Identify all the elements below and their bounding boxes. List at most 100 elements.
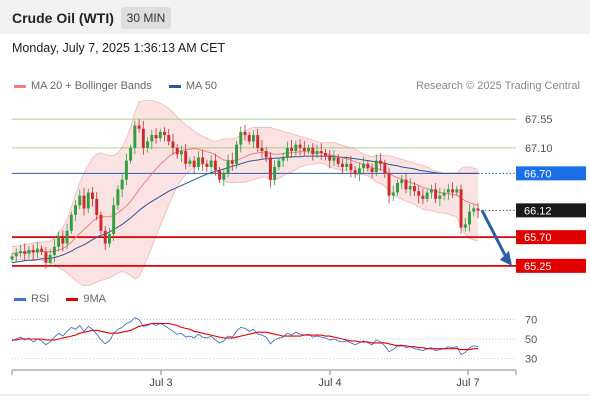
candle-16	[78, 195, 82, 206]
candle-35	[158, 131, 162, 139]
ma9-swatch	[66, 297, 79, 301]
candle-77	[336, 157, 340, 164]
candle-78	[340, 163, 344, 167]
candle-47	[209, 160, 213, 167]
candle-103	[446, 189, 450, 193]
candle-62	[273, 166, 277, 180]
candle-22	[103, 230, 107, 244]
candle-31	[141, 128, 145, 148]
rsi-tick-30: 30	[525, 353, 537, 365]
candle-76	[332, 157, 336, 161]
candle-50	[222, 173, 226, 180]
time-label-0: Jul 3	[149, 377, 172, 389]
candle-110	[476, 208, 480, 211]
forecast-arrow-head	[500, 250, 512, 266]
candle-71	[311, 147, 315, 155]
instrument-title: Crude Oil (WTI)	[12, 10, 114, 26]
level-tag-label-5: 65.25	[524, 261, 552, 273]
candle-92	[400, 179, 404, 183]
level-tag-label-3: 66.12	[524, 205, 552, 217]
candle-97	[421, 195, 425, 199]
candle-36	[163, 131, 166, 136]
candle-82	[357, 168, 361, 174]
bollinger-band	[12, 100, 478, 286]
candle-51	[226, 160, 230, 174]
candle-20	[95, 198, 99, 215]
candle-61	[268, 157, 272, 180]
candle-52	[230, 160, 234, 164]
candle-12	[61, 235, 65, 244]
bollinger-lower-line	[11, 162, 479, 287]
candle-87	[379, 160, 383, 164]
candle-98	[425, 192, 429, 199]
candle-7	[40, 248, 44, 252]
rsi-panel: 30 50 70	[11, 315, 537, 365]
rsi-tick-70: 70	[525, 315, 537, 327]
candle-4	[27, 249, 31, 254]
forecast-arrow-shaft	[480, 209, 509, 260]
candle-100	[434, 189, 438, 199]
candle-91	[396, 182, 399, 193]
candle-45	[201, 157, 205, 164]
candle-13	[65, 230, 69, 244]
candle-64	[281, 157, 285, 161]
candle-108	[468, 211, 471, 225]
candle-34	[154, 135, 158, 139]
level-tag-3	[516, 203, 586, 218]
candle-8	[44, 251, 48, 263]
candle-49	[218, 170, 222, 180]
candle-65	[285, 147, 289, 158]
candle-69	[302, 147, 306, 152]
candle-39	[175, 147, 179, 155]
candle-60	[264, 151, 268, 158]
price-panel: 67.55 67.10 66.70 66.12 65.70 65.25	[10, 100, 586, 287]
timeframe-badge[interactable]: 30 MIN	[121, 7, 171, 29]
candle-33	[150, 135, 154, 142]
candle-56	[247, 135, 251, 142]
legend-label-ma50: MA 50	[185, 80, 218, 92]
candle-2	[19, 251, 22, 254]
candle-104	[451, 189, 455, 193]
candle-21	[99, 214, 103, 231]
candle-10	[52, 246, 56, 256]
candle-94	[408, 186, 412, 190]
candle-48	[213, 160, 217, 171]
legend-label-rsi: RSI	[31, 293, 50, 305]
candle-40	[179, 151, 183, 155]
legend-label-ma20: MA 20 + Bollinger Bands	[31, 80, 152, 92]
candle-59	[260, 147, 264, 152]
candle-6	[35, 248, 39, 253]
level-tag-5	[516, 258, 586, 273]
price-legend: MA 20 + Bollinger Bands MA 50	[14, 80, 231, 92]
legend-item-ma50: MA 50	[168, 80, 218, 92]
candle-81	[353, 170, 357, 174]
research-credit: Research © 2025 Trading Central	[415, 80, 580, 92]
candle-1	[14, 253, 18, 257]
candle-15	[74, 205, 78, 215]
candle-19	[91, 192, 94, 199]
rsi-legend: RSI 9MA	[14, 293, 120, 305]
candle-95	[412, 186, 416, 192]
resistance-label-0: 67.55	[525, 114, 553, 126]
candle-66	[290, 147, 294, 152]
candle-101	[438, 195, 442, 199]
candle-46	[205, 163, 209, 167]
candle-14	[69, 214, 73, 231]
candle-83	[362, 163, 366, 169]
candle-58	[256, 135, 260, 148]
candle-24	[112, 205, 116, 234]
candle-105	[455, 189, 459, 193]
time-label-1: Jul 4	[318, 377, 341, 389]
rsi-swatch	[14, 297, 26, 301]
candle-32	[146, 141, 150, 148]
level-tag-label-2: 66.70	[524, 168, 552, 180]
legend-item-ma20: MA 20 + Bollinger Bands	[14, 80, 152, 92]
ma20-swatch	[14, 84, 26, 88]
candle-99	[429, 189, 433, 193]
level-tag-2	[516, 166, 586, 181]
chart-header: Crude Oil (WTI) 30 MIN	[0, 0, 590, 34]
candle-26	[120, 179, 124, 190]
candle-63	[277, 160, 281, 167]
candle-88	[383, 163, 387, 174]
